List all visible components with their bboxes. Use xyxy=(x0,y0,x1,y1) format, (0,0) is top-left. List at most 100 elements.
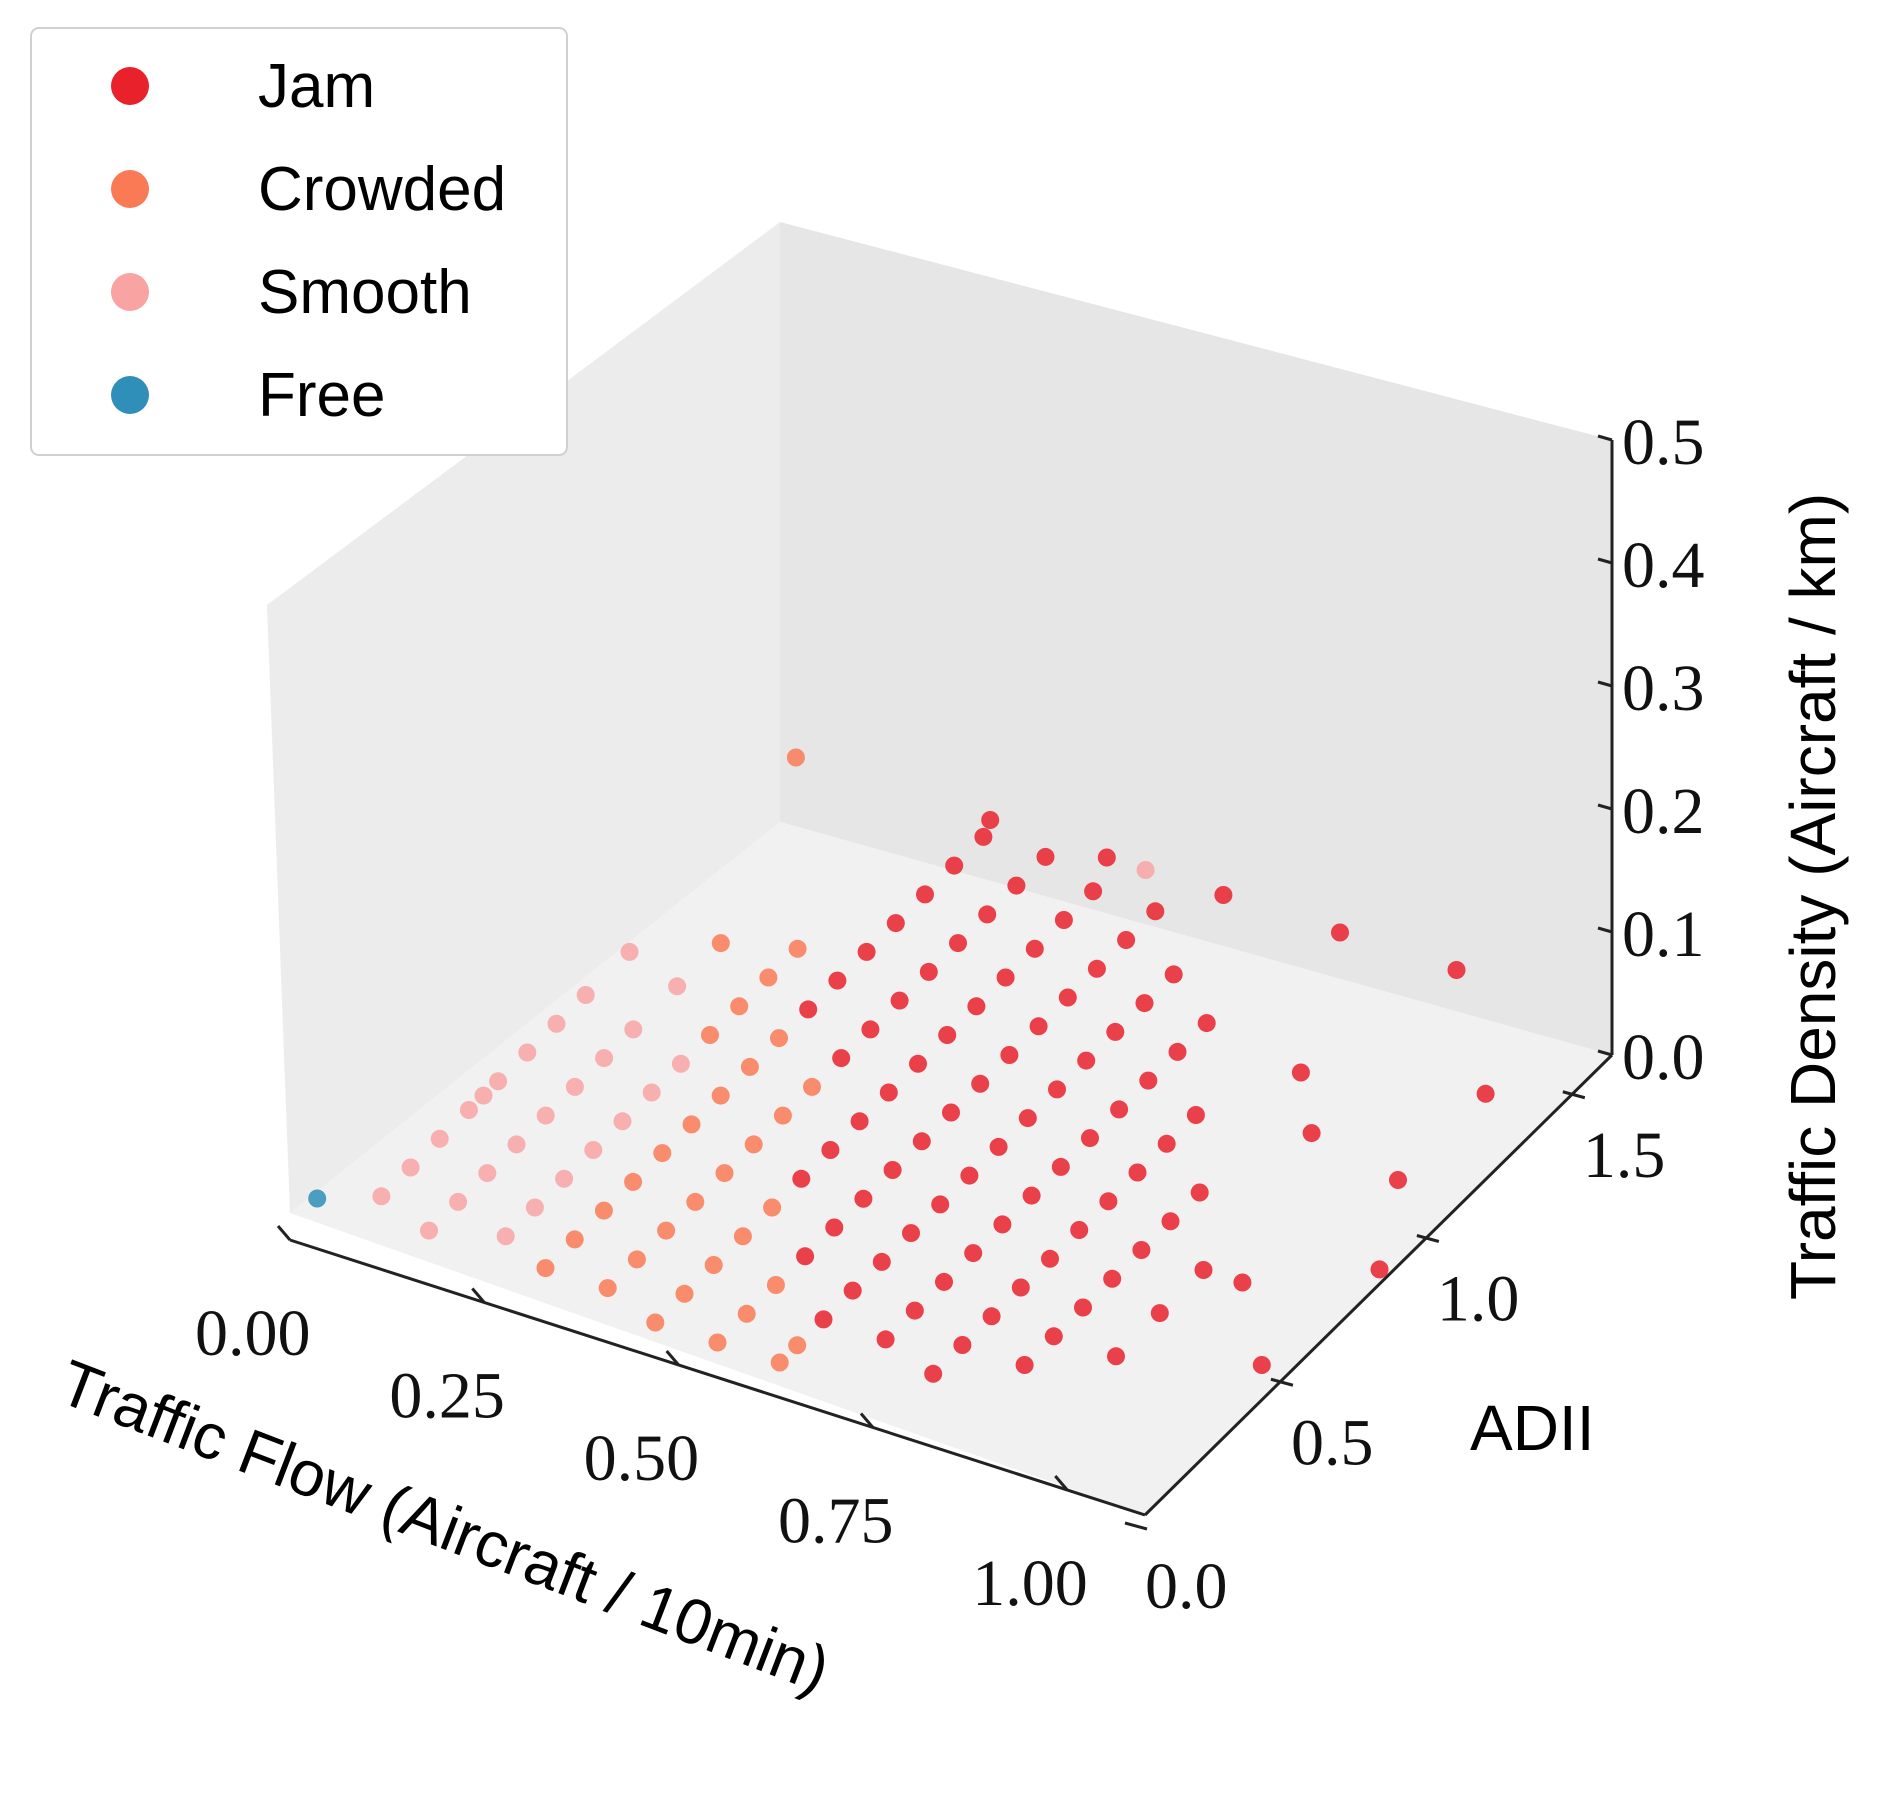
point-crowded xyxy=(715,1164,734,1183)
point-jam xyxy=(1161,1212,1180,1231)
point-smooth xyxy=(642,1083,661,1102)
point-smooth xyxy=(613,1112,632,1131)
y-tick-label: 0.0 xyxy=(1145,1550,1228,1623)
point-smooth xyxy=(620,942,639,961)
point-jam xyxy=(1252,1356,1271,1374)
point-jam xyxy=(1081,1129,1099,1148)
point-jam xyxy=(1128,1163,1147,1182)
left-wall-pane xyxy=(267,222,780,1213)
point-smooth xyxy=(565,1077,584,1096)
point-jam xyxy=(1190,1183,1209,1202)
z-tick-mark xyxy=(1597,434,1613,442)
point-jam xyxy=(1106,1022,1125,1041)
point-crowded xyxy=(653,1144,672,1163)
legend-label-smooth: Smooth xyxy=(258,258,472,327)
point-crowded xyxy=(730,997,749,1016)
point-jam xyxy=(1051,1157,1070,1176)
floor-pane xyxy=(290,822,1612,1515)
z-tick-label: 0.1 xyxy=(1622,898,1705,971)
x-tick-mark xyxy=(859,1412,875,1429)
y-tick-mark xyxy=(1270,1377,1294,1387)
legend-marker-crowded xyxy=(111,170,149,208)
point-crowded xyxy=(763,1198,782,1217)
point-crowded xyxy=(675,1284,694,1303)
point-crowded xyxy=(773,1106,792,1125)
point-smooth xyxy=(555,1169,574,1188)
x-tick-label: 0.50 xyxy=(584,1422,700,1495)
point-smooth xyxy=(547,1014,566,1033)
y-axis-label: ADII xyxy=(1470,1392,1594,1464)
point-crowded xyxy=(733,1227,752,1246)
x-tick-label: 0.75 xyxy=(778,1485,894,1558)
legend-label-crowded: Crowded xyxy=(258,155,506,224)
point-jam xyxy=(861,1020,880,1039)
point-smooth xyxy=(496,1227,515,1246)
point-jam xyxy=(1058,988,1077,1007)
point-crowded xyxy=(711,1086,730,1105)
point-jam xyxy=(1087,959,1106,978)
point-jam xyxy=(1029,1017,1048,1036)
point-crowded xyxy=(598,1279,617,1298)
point-smooth xyxy=(459,1101,478,1119)
point-crowded xyxy=(766,1276,785,1294)
point-jam xyxy=(1107,1347,1125,1366)
legend-entries: Jam Crowded Smooth Free xyxy=(111,52,506,430)
point-jam xyxy=(1036,847,1055,866)
point-jam xyxy=(1389,1171,1407,1189)
point-jam xyxy=(879,1083,898,1102)
z-tick-mark xyxy=(1597,557,1613,565)
point-jam xyxy=(1291,1063,1310,1082)
y-tick-label: 0.5 xyxy=(1291,1406,1374,1479)
point-jam xyxy=(996,968,1015,987)
point-jam xyxy=(971,1074,990,1093)
point-jam xyxy=(1054,911,1073,929)
point-crowded xyxy=(770,1029,788,1048)
point-jam xyxy=(843,1281,862,1300)
point-smooth xyxy=(536,1106,555,1125)
point-jam xyxy=(1011,1278,1030,1297)
point-jam xyxy=(1476,1084,1495,1103)
point-crowded xyxy=(704,1256,723,1274)
point-crowded xyxy=(646,1313,665,1332)
point-jam xyxy=(960,1166,979,1185)
point-jam xyxy=(953,1336,972,1354)
point-jam xyxy=(854,1189,873,1208)
point-jam xyxy=(857,942,876,961)
point-crowded xyxy=(744,1135,763,1154)
point-smooth xyxy=(576,986,595,1004)
x-tick-mark xyxy=(471,1287,486,1304)
point-jam xyxy=(1214,886,1233,904)
point-jam xyxy=(905,1301,924,1320)
point-jam xyxy=(1041,1249,1059,1268)
point-crowded xyxy=(786,748,805,767)
z-tick-label: 0.3 xyxy=(1622,652,1705,725)
point-jam xyxy=(1018,1109,1037,1128)
point-jam xyxy=(1070,1221,1089,1239)
point-smooth xyxy=(489,1072,508,1091)
point-jam xyxy=(1135,994,1154,1013)
point-jam xyxy=(902,1224,920,1243)
point-jam xyxy=(1044,1327,1063,1346)
point-jam xyxy=(1000,1046,1019,1064)
y-ticks: 0.0 0.5 1.0 1.5 xyxy=(1124,1090,1665,1623)
point-jam xyxy=(1139,1071,1158,1090)
point-crowded xyxy=(708,1333,727,1352)
z-ticks: 0.0 0.1 0.2 0.3 0.4 0.5 xyxy=(1597,406,1705,1094)
y-tick-mark xyxy=(1562,1090,1586,1100)
legend: Jam Crowded Smooth Free xyxy=(30,27,568,456)
point-jam xyxy=(886,914,905,933)
point-jam xyxy=(1233,1273,1252,1292)
x-tick-mark xyxy=(665,1350,680,1366)
point-jam xyxy=(919,962,938,981)
z-tick-label: 0.5 xyxy=(1622,406,1705,479)
z-tick-mark xyxy=(1597,680,1613,688)
z-tick-mark xyxy=(1597,1049,1613,1057)
point-crowded xyxy=(759,968,778,987)
point-smooth xyxy=(420,1221,438,1240)
point-jam xyxy=(981,811,1000,829)
point-crowded xyxy=(565,1230,584,1249)
point-jam xyxy=(1022,1186,1041,1205)
x-ticks: 0.00 0.25 0.50 0.75 1.00 xyxy=(195,1225,1088,1620)
x-tick-mark xyxy=(276,1225,292,1241)
point-crowded xyxy=(803,1077,821,1096)
